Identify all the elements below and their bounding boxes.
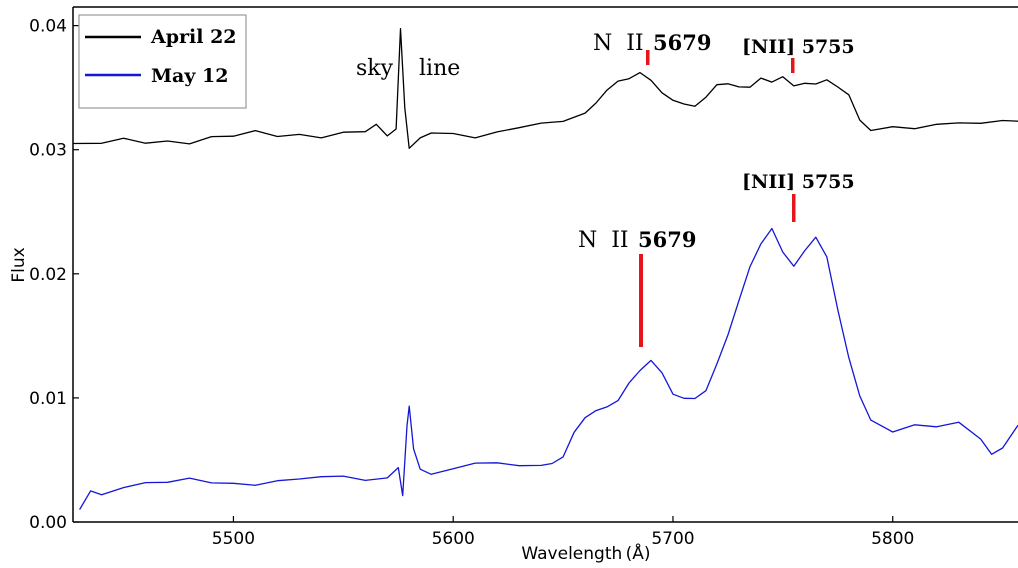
legend-label-april22: April 22 <box>150 26 237 48</box>
marker-nii5679-bottom <box>639 254 643 347</box>
series-layer <box>72 28 1018 510</box>
x-axis-title: Wavelength (Å) <box>521 542 650 564</box>
y-tick-label: 0.00 <box>29 513 67 533</box>
legend-label-may12: May 12 <box>151 65 228 87</box>
legend: April 22 May 12 <box>78 14 247 109</box>
y-tick-label: 0.04 <box>29 17 67 37</box>
series-line-april-22 <box>72 28 1018 149</box>
annotation-nii-bottom-value: 5679 <box>638 227 696 252</box>
y-tick-label: 0.02 <box>29 265 67 285</box>
x-tick-label: 5600 <box>432 529 475 549</box>
x-tick-label: 5700 <box>651 529 694 549</box>
annotation-nii-top-label: N II <box>593 31 644 56</box>
annotation-nii-bottom-label: N II <box>578 228 629 253</box>
marker-nii5755-bottom <box>792 194 796 222</box>
series-line-may-12 <box>79 227 1018 510</box>
x-tick-label: 5500 <box>212 529 255 549</box>
axis-ticks: 5500 5600 5700 5800 0.00 0.01 0.02 0.03 0.04 <box>29 17 914 549</box>
y-tick-label: 0.03 <box>29 141 67 161</box>
annotation-sky: sky <box>356 56 394 81</box>
x-tick-label: 5800 <box>871 529 914 549</box>
annotation-nii-top-value: 5679 <box>653 30 711 55</box>
y-tick-label: 0.01 <box>29 389 67 409</box>
marker-nii5755-top <box>791 58 795 73</box>
legend-box <box>78 14 247 109</box>
annotation-nii-forbidden-bottom: [NII] 5755 <box>742 171 855 193</box>
y-axis-title: Flux <box>9 247 29 282</box>
annotation-line: line <box>419 56 460 81</box>
marker-nii5679-top <box>646 50 650 65</box>
annotation-nii-forbidden-top: [NII] 5755 <box>742 36 855 58</box>
